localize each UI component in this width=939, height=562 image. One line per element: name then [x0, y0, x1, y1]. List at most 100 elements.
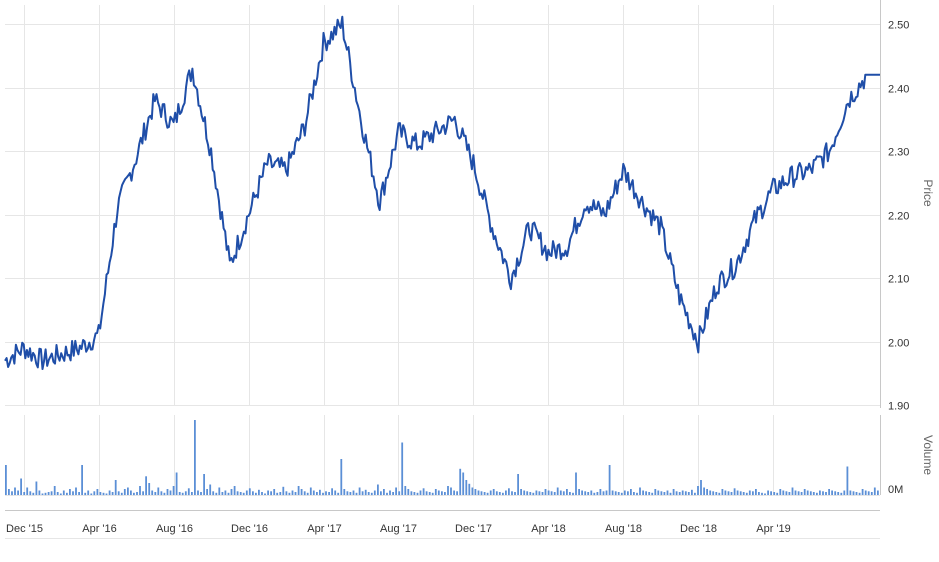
volume-bar [514, 492, 516, 495]
volume-bar [248, 488, 251, 496]
price-tick-label: 2.10 [888, 274, 909, 286]
volume-bar [227, 492, 230, 496]
volume-bar [349, 492, 352, 495]
volume-bar [672, 489, 675, 495]
volume-bar [78, 492, 80, 495]
price-tick-label: 1.90 [888, 401, 909, 413]
volume-bar [364, 489, 367, 496]
volume-bar [828, 489, 830, 495]
volume-bar [441, 491, 443, 496]
volume-bar [87, 490, 90, 495]
volume-bar [178, 492, 181, 495]
volume-bar [422, 488, 425, 496]
volume-bar [62, 490, 65, 495]
volume-bar [870, 492, 873, 495]
volume-bar [611, 490, 614, 495]
volume-bar [212, 491, 215, 496]
volume-bar [846, 466, 849, 495]
volume-bar [736, 490, 739, 495]
volume-bar [486, 492, 489, 496]
volume-bar [53, 486, 56, 495]
volume-bar [477, 490, 480, 495]
volume-bar [41, 493, 44, 495]
volume-bar [666, 490, 669, 495]
volume-bar [812, 492, 815, 495]
volume-bar [279, 492, 282, 495]
volume-bar [715, 492, 718, 495]
volume-bar [505, 490, 507, 495]
volume-bar [608, 465, 611, 495]
volume-bar [166, 489, 169, 495]
volume-bar [181, 492, 184, 496]
volume-bar [864, 490, 867, 495]
volume-bar [215, 492, 218, 496]
volume-bar [8, 489, 10, 495]
volume-bar [5, 465, 7, 495]
volume-bar [242, 492, 245, 496]
volume-bar [145, 476, 147, 496]
x-tick-label: Dec '17 [455, 523, 492, 535]
volume-bar [258, 489, 260, 496]
volume-bar [172, 486, 175, 495]
volume-bar [316, 492, 318, 495]
volume-bar [556, 487, 559, 495]
volume-bar [767, 490, 769, 495]
volume-bar [127, 487, 129, 495]
volume-bar [288, 492, 291, 496]
volume-bar [291, 490, 294, 495]
volume-bar [840, 492, 843, 496]
volume-bar [861, 489, 864, 495]
volume-bar [681, 490, 684, 495]
volume-bar [858, 492, 861, 496]
volume-bar [852, 491, 855, 496]
volume-bar [261, 492, 263, 495]
volume-bar [712, 491, 715, 496]
volume-bar [727, 491, 730, 496]
volume-bar [294, 492, 297, 495]
volume-bar [282, 486, 285, 496]
volume-bar [355, 492, 358, 496]
x-tick-label: Dec '18 [680, 523, 717, 535]
volume-bar [691, 489, 693, 496]
volume-bar [849, 490, 852, 495]
volume-bar [724, 490, 727, 495]
volume-bar [535, 490, 538, 495]
volume-bar [742, 492, 745, 495]
volume-bar [773, 492, 776, 495]
volume-bar [270, 491, 272, 496]
volume-bar [678, 492, 681, 495]
volume-bar [855, 492, 858, 495]
x-tick-label: Dec '16 [231, 523, 268, 535]
volume-bar [346, 491, 349, 496]
volume-bar [130, 490, 132, 495]
volume-bar [532, 492, 535, 496]
volume-bar [224, 490, 227, 495]
volume-bar [566, 489, 568, 495]
volume-bar [764, 493, 766, 495]
volume-bar [50, 491, 53, 496]
volume-bar [465, 480, 468, 495]
volume-bar [654, 489, 657, 495]
volume-bar [495, 491, 498, 496]
price-tick-label: 2.30 [888, 147, 909, 159]
volume-bar [154, 492, 157, 495]
volume-bar [300, 489, 303, 495]
x-tick-label: Aug '16 [156, 523, 193, 535]
volume-bar [117, 491, 120, 496]
volume-bar [11, 491, 13, 496]
volume-bar [194, 420, 196, 495]
volume-bar [474, 489, 477, 495]
volume-bar [407, 489, 410, 495]
volume-bar [721, 489, 724, 495]
volume-bar [337, 492, 340, 496]
volume-bar [791, 487, 794, 495]
volume-bar [752, 491, 754, 496]
volume-bar [169, 490, 172, 495]
volume-bar [133, 492, 135, 496]
volume-bar [273, 489, 276, 495]
volume-bar [873, 487, 876, 495]
volume-bar [331, 488, 333, 496]
volume-bar [620, 492, 623, 496]
volume-bar [44, 492, 47, 496]
